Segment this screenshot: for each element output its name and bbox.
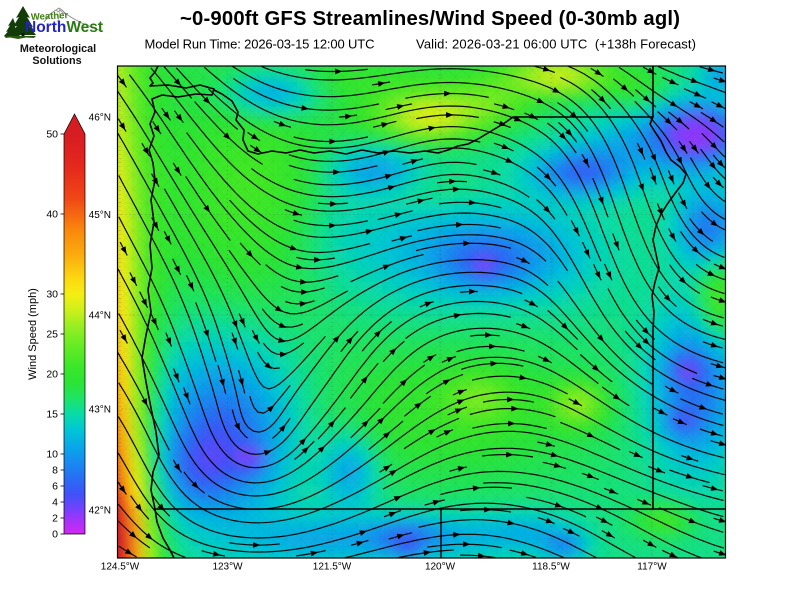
svg-text:Wind Speed (mph): Wind Speed (mph) bbox=[27, 288, 39, 380]
svg-text:121.5°W: 121.5°W bbox=[313, 562, 352, 573]
svg-text:20: 20 bbox=[46, 369, 58, 381]
svg-text:45°N: 45°N bbox=[89, 210, 111, 221]
svg-text:50: 50 bbox=[46, 129, 58, 141]
svg-text:0: 0 bbox=[52, 529, 58, 541]
svg-text:25: 25 bbox=[46, 329, 58, 341]
svg-text:Model Run Time: 2026-03-15 12:: Model Run Time: 2026-03-15 12:00 UTC bbox=[145, 37, 375, 52]
svg-text:6: 6 bbox=[52, 481, 58, 493]
svg-text:2: 2 bbox=[52, 513, 58, 525]
svg-text:Meteorological: Meteorological bbox=[20, 43, 96, 55]
svg-text:30: 30 bbox=[46, 289, 58, 301]
svg-text:Valid: 2026-03-21 06:00 UTC (: Valid: 2026-03-21 06:00 UTC (+138h Forec… bbox=[416, 37, 696, 52]
svg-text:42°N: 42°N bbox=[89, 506, 111, 517]
svg-text:120°W: 120°W bbox=[425, 562, 456, 573]
svg-text:10: 10 bbox=[46, 449, 58, 461]
svg-text:8: 8 bbox=[52, 465, 58, 477]
svg-text:44°N: 44°N bbox=[89, 311, 111, 322]
svg-text:46°N: 46°N bbox=[89, 113, 111, 124]
svg-text:124.5°W: 124.5°W bbox=[101, 562, 140, 573]
svg-text:43°N: 43°N bbox=[89, 405, 111, 416]
svg-text:~0-900ft GFS Streamlines/Wind: ~0-900ft GFS Streamlines/Wind Speed (0-3… bbox=[180, 8, 680, 30]
svg-text:118.5°W: 118.5°W bbox=[532, 562, 570, 573]
svg-text:123°W: 123°W bbox=[212, 562, 243, 573]
svg-text:15: 15 bbox=[46, 409, 58, 421]
svg-text:NorthWest: NorthWest bbox=[25, 19, 103, 36]
svg-text:Solutions: Solutions bbox=[32, 55, 81, 67]
svg-text:117°W: 117°W bbox=[637, 562, 667, 573]
svg-text:Weather: Weather bbox=[31, 10, 69, 23]
svg-text:40: 40 bbox=[46, 209, 58, 221]
svg-text:4: 4 bbox=[52, 497, 58, 509]
